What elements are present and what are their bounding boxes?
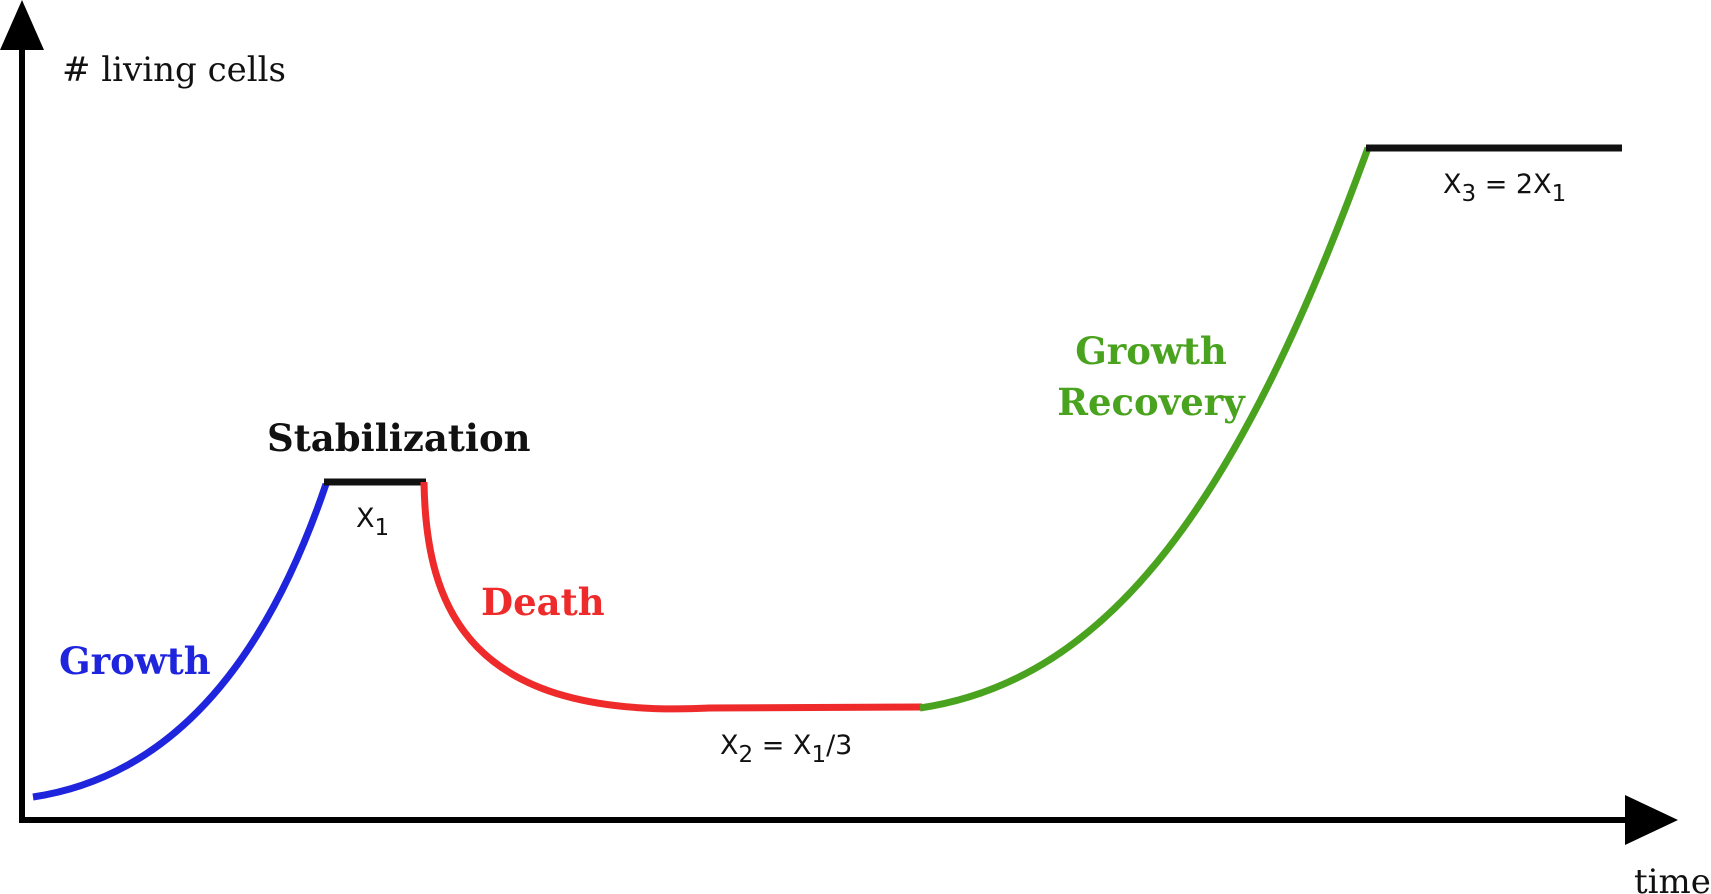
x2-rest: = X xyxy=(753,730,811,761)
x3-level-label: X3 = 2X1 xyxy=(1443,169,1566,207)
recovery-curve xyxy=(919,146,1372,712)
growth-label: Growth xyxy=(59,639,211,683)
stabilization-label: Stabilization xyxy=(267,416,531,460)
x2-rest-sub: 1 xyxy=(811,742,826,768)
x1-var: X xyxy=(356,503,375,534)
x3-var: X xyxy=(1443,169,1462,200)
x1-level-label: X1 xyxy=(356,503,389,541)
low-plateau xyxy=(707,703,923,712)
death-curve xyxy=(420,481,711,713)
recovery-label-line2: Recovery xyxy=(1057,380,1246,424)
x3-rest-sub: 1 xyxy=(1552,181,1567,207)
y-axis-arrow xyxy=(0,0,44,50)
x1-sub: 1 xyxy=(375,515,390,541)
x-axis-title: time xyxy=(1634,862,1711,894)
x2-var: X xyxy=(720,730,739,761)
y-axis-title: # living cells xyxy=(62,50,286,90)
x2-level-label: X2 = X1/3 xyxy=(720,730,852,768)
x-axis-arrow xyxy=(1625,795,1678,845)
curve xyxy=(32,144,1622,801)
growth-curve xyxy=(32,482,330,801)
x3-rest: = 2X xyxy=(1476,169,1551,200)
recovery-label-line1: Growth xyxy=(1075,329,1227,373)
x2-sub: 2 xyxy=(739,742,754,768)
x2-tail: /3 xyxy=(826,730,852,761)
x3-sub: 3 xyxy=(1462,181,1477,207)
death-label: Death xyxy=(481,580,605,624)
axes xyxy=(0,0,1678,845)
